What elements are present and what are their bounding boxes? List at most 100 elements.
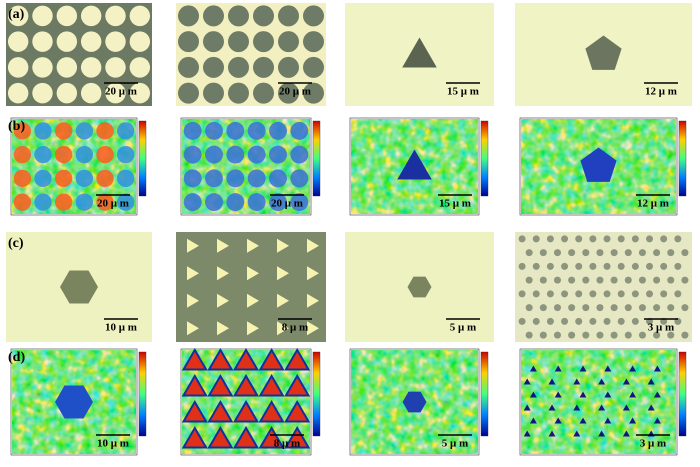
disk	[228, 82, 249, 104]
dot	[617, 317, 625, 325]
dot	[523, 430, 531, 437]
panel-image	[6, 3, 152, 106]
triangle	[207, 348, 234, 371]
disk	[226, 145, 245, 164]
dot	[598, 430, 606, 437]
disk	[32, 82, 53, 104]
triangle	[232, 374, 260, 397]
scale-bar-label: 3 μ m	[640, 438, 666, 450]
disk	[96, 193, 114, 211]
triangle	[207, 426, 234, 449]
disk	[226, 121, 245, 140]
dot	[525, 304, 533, 312]
triangle	[307, 238, 319, 253]
dot	[631, 290, 639, 298]
disk	[7, 57, 29, 78]
disk	[226, 193, 245, 212]
dot	[674, 235, 682, 243]
dot	[681, 304, 689, 312]
dot	[622, 404, 630, 411]
disk	[290, 169, 309, 188]
disk	[75, 169, 94, 188]
frame	[519, 348, 678, 456]
dot	[631, 262, 639, 270]
frame	[180, 117, 312, 216]
disk	[96, 145, 114, 164]
disk	[205, 121, 223, 140]
dot	[638, 304, 646, 312]
triangle	[181, 348, 208, 371]
dot	[653, 276, 661, 284]
colorbar	[678, 120, 687, 197]
dot	[604, 391, 612, 398]
triangle	[247, 238, 259, 253]
dot	[539, 331, 547, 339]
disk	[13, 169, 32, 188]
colorbar	[480, 120, 489, 197]
dot	[582, 331, 590, 339]
disk	[7, 31, 29, 52]
disk	[56, 31, 78, 52]
triangle	[187, 266, 199, 281]
triangle	[258, 348, 285, 371]
dot	[561, 235, 569, 243]
triangle	[277, 293, 289, 308]
dot	[529, 391, 537, 398]
disk	[303, 82, 324, 104]
colorbar	[312, 120, 321, 197]
disk	[116, 193, 135, 211]
dot	[646, 235, 654, 243]
dot	[532, 290, 540, 298]
disk	[116, 169, 135, 188]
disk	[278, 31, 299, 53]
dot	[579, 365, 587, 372]
panel-image	[180, 117, 321, 216]
dot	[561, 317, 569, 325]
disk	[7, 5, 29, 27]
panel-image	[176, 232, 326, 342]
dot	[575, 317, 583, 325]
dot	[610, 304, 618, 312]
dot	[548, 378, 556, 385]
dot	[638, 276, 646, 284]
height-map	[521, 350, 676, 454]
dot	[596, 304, 604, 312]
dot	[529, 365, 537, 372]
triangle	[232, 400, 260, 423]
panel-image	[10, 117, 147, 216]
dot	[579, 391, 587, 398]
dot	[568, 249, 576, 257]
disk	[278, 56, 299, 78]
scale-bar-label: 20 μ m	[97, 198, 129, 210]
disk	[183, 193, 202, 212]
disk	[226, 169, 245, 188]
dot	[604, 365, 612, 372]
dot	[546, 262, 554, 270]
scale-bar-label: 12 μ m	[637, 198, 669, 210]
dot	[568, 276, 576, 284]
triangle	[277, 266, 289, 281]
dot	[596, 249, 604, 257]
disk	[303, 56, 324, 78]
dot	[629, 391, 637, 398]
panel-image	[519, 117, 687, 216]
disk	[7, 82, 29, 104]
dot	[604, 417, 612, 424]
pentagon	[580, 147, 617, 182]
triangle	[247, 266, 259, 281]
scale-bar-label: 8 μ m	[282, 322, 308, 334]
dot	[582, 304, 590, 312]
disk	[80, 31, 102, 52]
disk	[183, 121, 202, 140]
dot	[681, 276, 689, 284]
dot	[681, 249, 689, 257]
dot	[546, 235, 554, 243]
disk	[183, 169, 202, 188]
disk	[247, 121, 266, 140]
triangle	[232, 426, 260, 449]
disk	[56, 82, 78, 104]
dot	[525, 331, 533, 339]
disk	[269, 169, 287, 188]
disk	[303, 5, 324, 27]
disk	[278, 5, 299, 27]
